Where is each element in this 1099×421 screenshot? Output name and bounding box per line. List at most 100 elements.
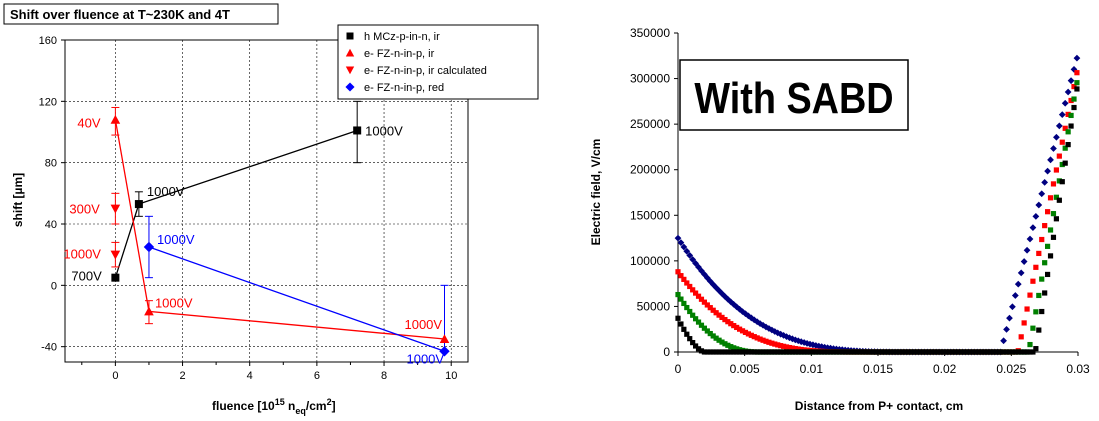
field-point xyxy=(797,338,805,346)
field-point xyxy=(1003,326,1010,333)
field-point xyxy=(1036,250,1042,257)
field-point xyxy=(1033,309,1039,315)
field-point xyxy=(781,349,787,355)
field-point xyxy=(695,319,702,325)
field-point xyxy=(989,349,995,355)
field-point xyxy=(1058,111,1066,118)
x-label-part-2: n xyxy=(285,399,296,413)
field-point xyxy=(1071,104,1077,111)
field-point xyxy=(827,349,834,355)
field-point xyxy=(848,349,854,355)
field-point xyxy=(728,349,734,355)
x-tick-label: 8 xyxy=(381,370,387,382)
data-marker xyxy=(439,346,450,357)
field-point xyxy=(1027,341,1033,348)
field-point xyxy=(1053,133,1060,141)
field-point xyxy=(751,349,757,355)
field-point xyxy=(704,349,710,355)
field-point xyxy=(1070,65,1078,73)
point-label: 1000V xyxy=(63,247,101,262)
field-point xyxy=(757,349,763,355)
field-point xyxy=(710,349,716,355)
field-point xyxy=(713,335,719,341)
field-point xyxy=(1030,278,1036,284)
field-point xyxy=(698,296,705,302)
legend-marker xyxy=(345,82,355,92)
x-tick-label: 0.01 xyxy=(800,362,824,376)
data-marker xyxy=(110,204,121,214)
field-point xyxy=(684,331,690,337)
point-label: 300V xyxy=(69,202,100,217)
field-point xyxy=(1074,86,1080,92)
field-point xyxy=(786,349,793,355)
field-point xyxy=(707,305,713,311)
point-label: 1000V xyxy=(147,184,185,199)
point-label: 1000V xyxy=(155,295,193,310)
field-point xyxy=(713,310,719,316)
field-point xyxy=(687,308,693,315)
field-point xyxy=(786,334,793,342)
field-point xyxy=(962,349,969,355)
field-point xyxy=(745,312,752,320)
field-point xyxy=(801,349,807,355)
field-point xyxy=(677,239,685,246)
field-point xyxy=(724,295,732,303)
y-tick-label: 0 xyxy=(663,345,670,359)
field-point xyxy=(901,349,907,355)
field-point xyxy=(674,234,682,242)
field-point xyxy=(1006,349,1013,355)
field-point xyxy=(939,349,945,355)
field-point xyxy=(675,291,681,298)
data-marker xyxy=(143,241,155,253)
x-tick-label: 0.015 xyxy=(863,362,893,376)
field-point xyxy=(874,349,881,355)
field-point xyxy=(760,337,766,343)
field-point xyxy=(869,349,875,355)
field-point xyxy=(695,346,702,352)
field-point xyxy=(1042,260,1048,266)
field-point xyxy=(690,340,696,346)
field-point xyxy=(1020,258,1028,265)
y-tick-label: 250000 xyxy=(630,117,670,131)
left-chart: Shift over fluence at T~230K and 4T -40 0… xyxy=(3,3,539,416)
field-point xyxy=(725,342,731,348)
field-point xyxy=(810,349,816,355)
field-point xyxy=(678,296,684,302)
field-point xyxy=(863,349,869,355)
point-label: 1000V xyxy=(404,317,442,332)
legend-marker xyxy=(345,66,355,75)
field-point xyxy=(772,349,778,355)
data-marker xyxy=(110,250,121,260)
field-point xyxy=(1071,83,1077,90)
field-point xyxy=(1074,70,1080,76)
field-point xyxy=(977,349,983,355)
field-point xyxy=(880,349,886,355)
field-point xyxy=(745,331,751,337)
field-point xyxy=(889,349,895,355)
field-point xyxy=(809,341,817,349)
field-point xyxy=(813,349,819,355)
field-point xyxy=(783,349,790,355)
field-point xyxy=(957,349,963,355)
field-point xyxy=(807,349,813,355)
field-point xyxy=(1050,234,1057,240)
field-point xyxy=(701,325,707,331)
field-point xyxy=(766,339,772,345)
field-point xyxy=(933,349,939,355)
field-point xyxy=(895,349,901,355)
left-x-axis-label: fluence [1015 neq/cm2] xyxy=(212,397,336,416)
field-point xyxy=(1011,292,1019,299)
field-point xyxy=(778,349,784,355)
data-marker xyxy=(111,273,120,282)
field-point xyxy=(995,349,1001,355)
field-point xyxy=(769,349,775,355)
field-point xyxy=(1045,209,1051,215)
field-point xyxy=(1041,179,1049,186)
field-point xyxy=(968,349,974,355)
field-point xyxy=(760,349,766,355)
field-point xyxy=(786,344,793,351)
field-point xyxy=(1061,99,1069,107)
field-point xyxy=(871,349,878,355)
field-point xyxy=(751,334,757,340)
field-point xyxy=(689,256,697,263)
